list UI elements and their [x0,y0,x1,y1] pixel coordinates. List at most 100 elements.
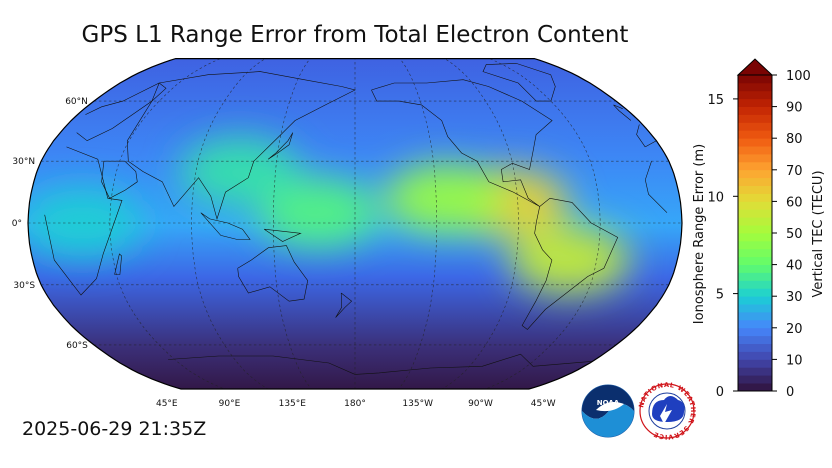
colorbar-swatch [738,75,772,84]
colorbar-swatch [738,193,772,202]
colorbar-swatch [738,154,772,163]
longitude-label: 90°W [468,399,493,409]
colorbar-swatch [738,185,772,194]
tec-field [28,137,630,295]
colorbar-swatch [738,312,772,321]
colorbar-swatch [738,272,772,281]
tec-tick-label: 0 [786,385,794,400]
coastline-path [335,292,353,318]
tec-tick-label: 70 [786,164,803,179]
range-ticks: 0 5 10 15 [707,93,738,400]
tec-tick-label: 10 [786,353,803,368]
coastline-path [114,253,122,275]
colorbar-swatch [738,106,772,115]
latitude-label: 60°N [65,97,88,107]
colorbar-swatch [738,288,772,297]
latitude-label: 30°N [12,157,35,167]
colorbar-swatch [738,256,772,265]
colorbar: 0 10 20 30 40 50 60 70 80 90 100 0 5 10 15 Vertical T… [692,58,826,400]
tec-ticks: 0 10 20 30 40 50 60 70 80 90 100 [772,69,811,400]
colorbar-extension-arrow [736,58,774,76]
tec-blob [509,226,630,295]
colorbar-swatch [738,225,772,234]
longitude-line [109,58,225,389]
range-tick-label: 15 [707,93,724,108]
tec-tick-label: 40 [786,259,803,274]
colorbar-swatch [738,280,772,289]
nws-logo: NATIONAL WEATHER SERVICE [637,381,696,441]
colorbar-swatch [738,130,772,139]
tec-tick-label: 80 [786,132,803,147]
longitude-label: 135°W [402,399,433,409]
colorbar-swatch [738,90,772,100]
tec-tick-label: 60 [786,195,803,210]
longitude-line [191,58,269,389]
latitude-label: 0° [12,219,22,229]
colorbar-swatch [738,98,772,107]
tec-tick-label: 100 [786,69,811,84]
colorbar-swatch [738,138,772,147]
colorbar-swatch [738,343,772,352]
colorbar-swatch [738,233,772,242]
colorbar-swatch [738,375,772,384]
coastlines [44,63,668,375]
coastline-path [101,160,138,199]
colorbar-swatch [738,201,772,210]
longitude-labels: 45°E 90°E 135°E 180° 135°W 90°W 45°W [156,399,556,409]
coastline-path [521,197,619,330]
coastline-path [76,82,657,148]
colorbar-swatch [738,359,772,368]
longitude-label: 180° [344,399,366,409]
coastline-path [267,132,294,160]
coastline-path [126,71,356,220]
colorbar-swatch [738,177,772,186]
coastline-path [237,245,309,302]
longitude-line [441,58,519,389]
colorbar-swatch [738,304,772,313]
world-map: 60°N 30°N 0° 30°S 60°S 45°E 90°E 135°E 180° 135°… [12,58,683,409]
colorbar-swatch [738,327,772,337]
noaa-logo: NOAA [581,384,635,438]
longitude-label: 45°W [531,399,556,409]
tec-blob [180,137,301,206]
colorbar-swatch [738,161,772,171]
longitude-line [485,58,601,389]
colorbar-swatch [738,240,772,250]
coastline-path [200,212,251,240]
colorbar-swatch [738,296,772,305]
tec-blob [385,164,506,233]
tec-axis-label: Vertical TEC (TECU) [811,170,826,297]
longitude-line [398,58,438,389]
tec-tick-label: 50 [786,227,803,242]
range-axis-label: Ionosphere Range Error (m) [692,144,707,324]
colorbar-swatch [738,351,772,360]
colorbar-swatch [738,122,772,131]
latitude-label: 60°S [66,341,88,351]
colorbar-swatch [738,264,772,273]
tec-tick-label: 90 [786,101,803,116]
colorbar-swatch [738,248,772,258]
coastline-path [613,104,632,121]
range-tick-label: 5 [716,288,724,303]
noaa-logo-text: NOAA [597,399,620,407]
colorbar-swatch [738,146,772,155]
map-outline [27,58,683,390]
coastline-path [371,79,553,207]
longitude-line [273,58,312,389]
latitude-label: 30°S [13,281,35,291]
colorbar-swatch [738,169,772,179]
coastline-path [44,146,668,296]
colorbar-swatch [738,335,772,344]
range-tick-label: 10 [707,190,724,205]
graticule [28,58,682,389]
colorbar-swatch [738,367,772,376]
colorbar-swatch [738,209,772,218]
longitude-label: 90°E [219,399,241,409]
map-title: GPS L1 Range Error from Total Electron C… [81,22,629,48]
colorbar-swatch [738,114,772,123]
colorbar-swatch [738,383,772,392]
coastline-path [482,63,556,102]
coastline-path [168,353,593,375]
colorbar-swatches [738,75,772,392]
colorbar-swatch [738,82,772,92]
